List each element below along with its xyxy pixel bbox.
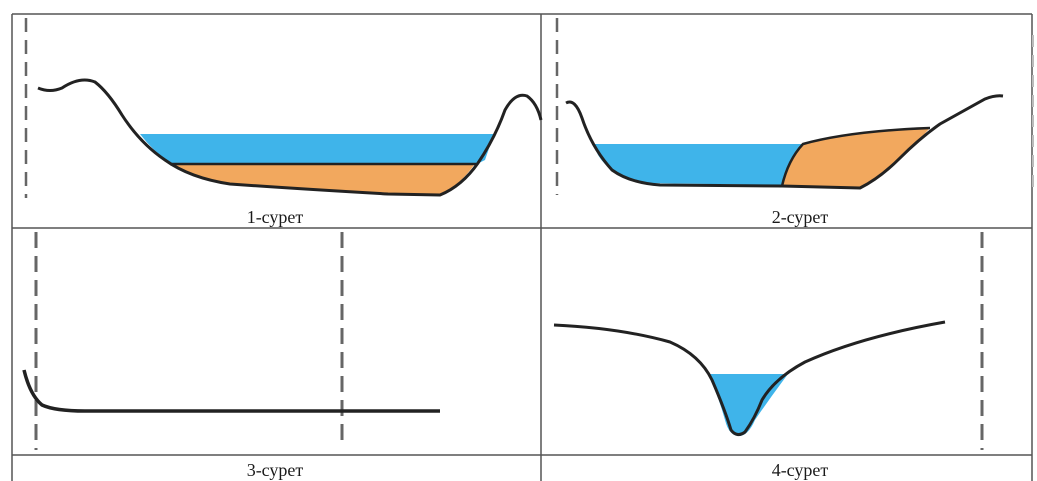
panel-1-sediment <box>172 165 474 195</box>
figure-2-caption: 2-сурет <box>771 207 829 227</box>
panel-3 <box>22 232 440 450</box>
panel-2-ground-line <box>565 94 1004 190</box>
panel-4-ground-line <box>553 320 946 437</box>
figure-1-caption: 1-сурет <box>246 207 304 227</box>
panel-1-ground-line <box>37 78 543 197</box>
panel-2 <box>555 18 1034 195</box>
panel-4 <box>553 232 984 450</box>
panel-1-water <box>140 134 494 165</box>
panel-3-ground-line <box>22 369 440 413</box>
figure-3-caption: 3-сурет <box>246 460 304 480</box>
panel-2-water <box>593 144 803 185</box>
figure-4-caption: 4-сурет <box>771 460 829 480</box>
panel-2-sediment <box>782 128 930 188</box>
panel-1 <box>24 18 543 198</box>
panel-2-sediment-outline <box>780 126 931 187</box>
table-frame <box>11 13 1033 481</box>
